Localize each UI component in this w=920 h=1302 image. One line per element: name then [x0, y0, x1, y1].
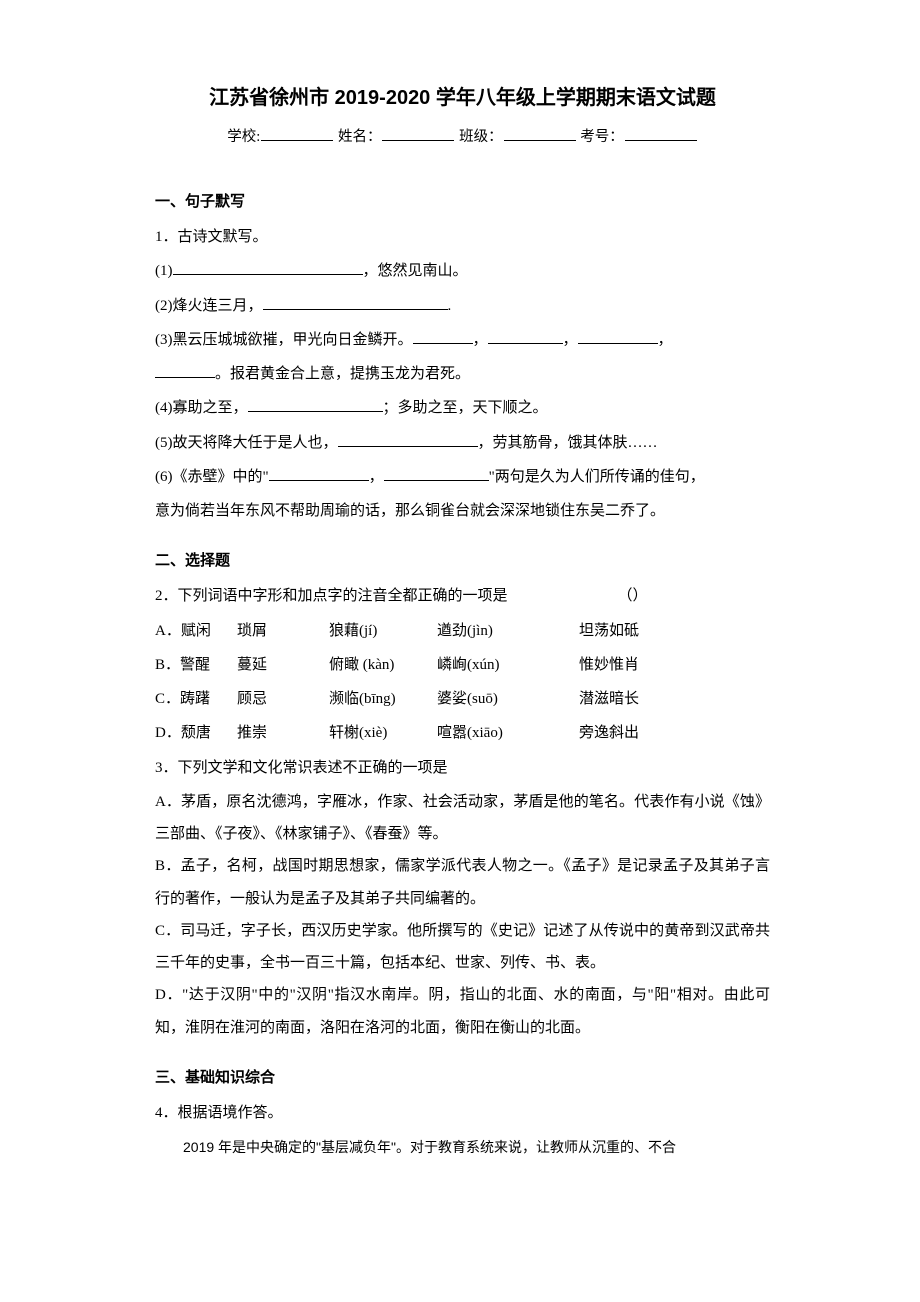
opt-col: 琐屑 [237, 615, 329, 647]
q1-p4-prefix: (4)寡助之至， [155, 400, 248, 416]
c1: ， [473, 332, 488, 348]
section-2-heading: 二、选择题 [155, 547, 770, 574]
opt-col: 遒劲(jìn) [437, 615, 579, 647]
q3-opt-d: D．"达于汉阴"中的"汉阴"指汉水南岸。阴，指山的北面、水的南面，与"阳"相对。… [155, 979, 770, 1044]
q1-p2-suffix: . [448, 298, 452, 314]
class-label: 班级： [459, 129, 503, 145]
c2: ， [563, 332, 578, 348]
blank [173, 258, 363, 275]
opt-col: 旁逸斜出 [579, 717, 770, 749]
q1-p6-mid: ， [369, 469, 384, 485]
section-1-heading: 一、句子默写 [155, 188, 770, 215]
q1-p3-line2-suffix: 。报君黄金合上意，提携玉龙为君死。 [215, 366, 470, 382]
q1-p6-suffix: "两句是久为人们所传诵的佳句， [489, 469, 705, 485]
blank [338, 430, 478, 447]
blank [384, 464, 489, 481]
q1-p1: (1) ，悠然见南山。 [155, 255, 770, 287]
opt-col: 俯瞰 (kàn) [329, 649, 437, 681]
q1-p5-prefix: (5)故天将降大任于是人也， [155, 435, 338, 451]
name-blank [382, 124, 454, 141]
q4-para: 2019 年是中央确定的"基层减负年"。对于教育系统来说，让教师从沉重的、不合 [155, 1133, 770, 1161]
class-blank [504, 124, 576, 141]
id-blank [625, 124, 697, 141]
q1-p5-suffix: ，劳其筋骨，饿其体肤…… [478, 435, 658, 451]
opt-col: 蔓延 [237, 649, 329, 681]
opt-col: 狼藉(jí) [329, 615, 437, 647]
q1-p3-line2: 。报君黄金合上意，提携玉龙为君死。 [155, 358, 770, 390]
opt-col: 惟妙惟肖 [579, 649, 770, 681]
q1-stem: 1．古诗文默写。 [155, 221, 770, 253]
q1-p6-prefix: (6)《赤壁》中的" [155, 469, 269, 485]
q4-stem: 4．根据语境作答。 [155, 1097, 770, 1129]
q1-p2-prefix: (2)烽火连三月， [155, 298, 263, 314]
q2-opt-b: B．警醒 蔓延 俯瞰 (kàn) 嶙峋(xún) 惟妙惟肖 [155, 649, 770, 681]
c3: ， [658, 332, 673, 348]
q2-opt-a: A．赋闲 琐屑 狼藉(jí) 遒劲(jìn) 坦荡如砥 [155, 615, 770, 647]
q1-p5: (5)故天将降大任于是人也， ，劳其筋骨，饿其体肤…… [155, 427, 770, 459]
opt-col: 濒临(bīng) [329, 683, 437, 715]
q1-p1-suffix: ，悠然见南山。 [363, 263, 468, 279]
opt-col: 顾忌 [237, 683, 329, 715]
blank [488, 327, 563, 344]
school-label: 学校: [227, 129, 260, 145]
blank [248, 395, 383, 412]
q2-stem: 2．下列词语中字形和加点字的注音全都正确的一项是 （） [155, 580, 770, 612]
blank [269, 464, 369, 481]
blank [155, 361, 215, 378]
blank [263, 293, 448, 310]
q1-p3-line1: (3)黑云压城城欲摧，甲光向日金鳞开。 ， ， ， [155, 324, 770, 356]
opt-col: 婆娑(suō) [437, 683, 579, 715]
opt-col: 喧嚣(xiāo) [437, 717, 579, 749]
opt-col: 潜滋暗长 [579, 683, 770, 715]
q2-opt-c: C．踌躇 顾忌 濒临(bīng) 婆娑(suō) 潜滋暗长 [155, 683, 770, 715]
opt-label: C．踌躇 [155, 683, 237, 715]
q1-p6-line2: 意为倘若当年东风不帮助周瑜的话，那么铜雀台就会深深地锁住东吴二乔了。 [155, 495, 770, 527]
opt-label: B．警醒 [155, 649, 237, 681]
q2-stem-text: 2．下列词语中字形和加点字的注音全都正确的一项是 [155, 588, 508, 604]
section-3-heading: 三、基础知识综合 [155, 1064, 770, 1091]
q3-opt-b: B．孟子，名柯，战国时期思想家，儒家学派代表人物之一。《孟子》是记录孟子及其弟子… [155, 850, 770, 915]
page-title: 江苏省徐州市 2019-2020 学年八年级上学期期末语文试题 [155, 80, 770, 116]
q3-opt-c: C．司马迁，字子长，西汉历史学家。他所撰写的《史记》记述了从传说中的黄帝到汉武帝… [155, 915, 770, 980]
opt-col: 推崇 [237, 717, 329, 749]
opt-label: A．赋闲 [155, 615, 237, 647]
school-blank [261, 124, 333, 141]
q1-p2: (2)烽火连三月，. [155, 290, 770, 322]
q1-p6-line1: (6)《赤壁》中的" ， "两句是久为人们所传诵的佳句， [155, 461, 770, 493]
opt-col: 嶙峋(xún) [437, 649, 579, 681]
q3-stem: 3．下列文学和文化常识表述不正确的一项是 [155, 752, 770, 784]
opt-col: 坦荡如砥 [579, 615, 770, 647]
q1-p1-prefix: (1) [155, 263, 173, 279]
q1-p4: (4)寡助之至， ；多助之至，天下顺之。 [155, 392, 770, 424]
q3-opt-a: A．茅盾，原名沈德鸿，字雁冰，作家、社会活动家，茅盾是他的笔名。代表作有小说《蚀… [155, 786, 770, 851]
q2-paren: （） [618, 588, 648, 604]
name-label: 姓名： [338, 129, 382, 145]
q1-p4-suffix: ；多助之至，天下顺之。 [383, 400, 548, 416]
blank [578, 327, 658, 344]
blank [413, 327, 473, 344]
q2-opt-d: D．颓唐 推崇 轩榭(xiè) 喧嚣(xiāo) 旁逸斜出 [155, 717, 770, 749]
q1-p3-prefix: (3)黑云压城城欲摧，甲光向日金鳞开。 [155, 332, 413, 348]
id-label: 考号： [580, 129, 624, 145]
opt-col: 轩榭(xiè) [329, 717, 437, 749]
opt-label: D．颓唐 [155, 717, 237, 749]
student-info-line: 学校: 姓名： 班级： 考号： [155, 124, 770, 150]
